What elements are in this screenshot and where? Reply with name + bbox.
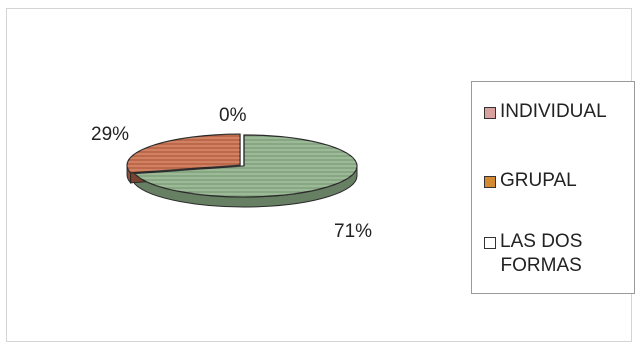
legend-swatch-grupal [484,176,496,188]
legend-label-las-dos-formas: LAS DOS FORMAS [500,231,583,276]
legend: INDIVIDUAL GRUPAL LAS DOS FORMAS [471,81,635,294]
legend-item-individual: INDIVIDUAL [484,100,607,124]
pie-slice-texture-0 [134,135,358,198]
pie-slice-texture-1 [127,134,241,173]
legend-swatch-las-dos-formas [484,237,496,249]
data-label-2: 0% [219,105,247,126]
data-label-0: 71% [334,221,373,242]
chart-area: 71% 29% 0% INDIVIDUAL GRUPAL LAS DOS FOR… [6,8,635,342]
legend-label-grupal: GRUPAL [500,170,577,191]
legend-swatch-individual [484,107,496,119]
legend-item-las-dos-formas: LAS DOS FORMAS [484,230,582,278]
data-label-1: 29% [91,124,130,145]
legend-label-individual: INDIVIDUAL [500,101,607,122]
pie-chart [126,133,358,208]
legend-item-grupal: GRUPAL [484,169,577,193]
